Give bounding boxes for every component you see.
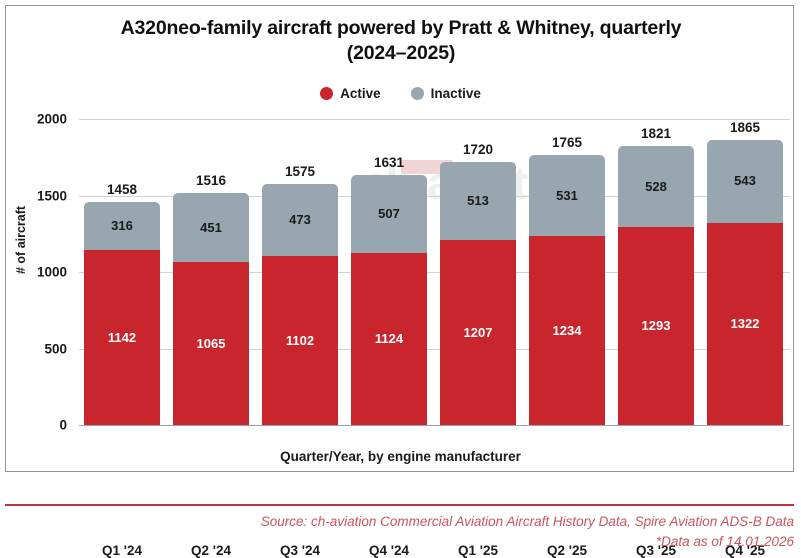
chart-legend: Active Inactive xyxy=(6,86,795,101)
footer-divider xyxy=(5,504,794,506)
x-axis-baseline xyxy=(79,425,790,426)
gridline xyxy=(79,272,790,273)
bar-value-inactive: 528 xyxy=(645,178,667,194)
source-note: Source: ch-aviation Commercial Aviation … xyxy=(14,512,794,552)
bar-value-active: 1234 xyxy=(552,322,582,338)
bar-segment-active[interactable]: 1102 xyxy=(262,256,338,425)
y-axis-tick-label: 2000 xyxy=(36,111,67,127)
bar-value-inactive: 473 xyxy=(289,212,311,228)
bar-value-inactive: 507 xyxy=(378,206,400,222)
chart-title-line-1: A320neo-family aircraft powered by Pratt… xyxy=(120,17,682,39)
bar-segment-active[interactable]: 1124 xyxy=(351,253,427,425)
bar-value-active: 1207 xyxy=(463,324,493,340)
legend-swatch-inactive-icon xyxy=(410,87,424,100)
y-axis-tick-label: 0 xyxy=(59,417,67,433)
bar-segment-active[interactable]: 1142 xyxy=(84,250,160,425)
y-axis-tick-label: 500 xyxy=(44,341,67,356)
bar-segment-inactive[interactable]: 513 xyxy=(440,161,516,241)
bar-group[interactable]: 1065 451 1516 xyxy=(173,173,249,425)
chart-title: A320neo-family aircraft powered by Pratt… xyxy=(56,16,746,66)
bar-group[interactable]: 1207 513 1720 xyxy=(440,142,516,425)
bar-value-active: 1322 xyxy=(730,315,760,331)
bar-value-inactive: 531 xyxy=(556,187,578,203)
x-axis-tick-label: Q2 '24 xyxy=(191,543,231,558)
bar-segment-inactive[interactable]: 507 xyxy=(351,175,427,254)
bar-segment-inactive[interactable]: 528 xyxy=(618,146,694,228)
bar-value-active: 1142 xyxy=(107,329,137,345)
bar-value-active: 1293 xyxy=(641,318,671,334)
bar-segment-inactive[interactable]: 531 xyxy=(529,154,605,237)
bar-value-active: 1124 xyxy=(374,331,404,347)
x-axis-tick-label: Q3 '24 xyxy=(280,543,320,558)
x-axis-tick-label: Q1 '24 xyxy=(102,543,142,558)
bar-total-label: 1458 xyxy=(106,181,138,197)
bar-total-label: 1765 xyxy=(551,134,583,150)
bar-total-label: 1720 xyxy=(462,141,494,157)
y-axis-tick-label: 1000 xyxy=(36,264,67,280)
bar-value-active: 1102 xyxy=(285,332,315,348)
bar-total-label: 1575 xyxy=(284,164,316,180)
bar-segment-active[interactable]: 1322 xyxy=(707,222,783,425)
y-axis-tick-label: 1500 xyxy=(36,188,67,203)
bar-segment-inactive[interactable]: 543 xyxy=(707,139,783,223)
legend-item-active[interactable]: Active xyxy=(320,86,381,101)
bar-value-inactive: 316 xyxy=(111,218,133,234)
legend-swatch-active-icon xyxy=(320,87,334,100)
x-axis-title: Quarter/Year, by engine manufacturer xyxy=(280,449,521,464)
gridline xyxy=(79,119,790,120)
source-line-1: Source: ch-aviation Commercial Aviation … xyxy=(260,514,794,529)
legend-label: Active xyxy=(340,86,381,101)
bar-group[interactable]: 1142 316 1458 xyxy=(84,182,160,425)
plot-area: 0 500 1000 1500 2000 1142 316 1458 Q1 '24 1065 451… xyxy=(37,112,790,558)
bar-group[interactable]: 1293 528 1821 xyxy=(618,126,694,425)
bar-segment-inactive[interactable]: 316 xyxy=(84,201,160,251)
x-axis-tick-label: Q4 '24 xyxy=(369,543,409,558)
bar-group[interactable]: 1322 543 1865 xyxy=(707,120,783,425)
bar-total-label: 1865 xyxy=(729,119,761,135)
bar-total-label: 1821 xyxy=(640,126,672,142)
bar-segment-active[interactable]: 1207 xyxy=(440,240,516,425)
chart-card: A320neo-family aircraft powered by Pratt… xyxy=(5,5,795,558)
bar-value-active: 1065 xyxy=(196,335,226,351)
bar-value-inactive: 513 xyxy=(467,193,489,209)
bar-segment-active[interactable]: 1065 xyxy=(173,262,249,425)
bar-value-inactive: 543 xyxy=(734,173,756,189)
chart-title-line-2: (2024–2025) xyxy=(346,42,456,64)
source-line-2: *Data as of 14.01.2026 xyxy=(655,534,794,549)
bar-segment-active[interactable]: 1293 xyxy=(618,227,694,425)
bar-group[interactable]: 1102 473 1575 xyxy=(262,164,338,425)
bar-segment-inactive[interactable]: 473 xyxy=(262,184,338,257)
x-axis-tick-label: Q3 '25 xyxy=(636,543,676,558)
bar-group[interactable]: 1124 507 1631 xyxy=(351,155,427,425)
bar-value-inactive: 451 xyxy=(200,219,222,235)
bar-total-label: 1516 xyxy=(195,173,227,189)
legend-item-inactive[interactable]: Inactive xyxy=(410,86,481,101)
bar-total-label: 1631 xyxy=(373,155,405,171)
x-axis-tick-label: Q2 '25 xyxy=(547,543,587,558)
plot-wrapper: ch-aviation # of aircraft 05001000150020… xyxy=(6,6,795,558)
x-axis-tick-label: Q4 '25 xyxy=(725,543,765,558)
legend-label: Inactive xyxy=(430,86,481,101)
bar-segment-active[interactable]: 1234 xyxy=(529,236,605,425)
x-axis-tick-label: Q1 '25 xyxy=(458,543,498,558)
bar-group[interactable]: 1234 531 1765 xyxy=(529,135,605,425)
gridline xyxy=(79,348,790,350)
bar-segment-inactive[interactable]: 451 xyxy=(173,193,249,263)
gridline xyxy=(79,195,790,197)
